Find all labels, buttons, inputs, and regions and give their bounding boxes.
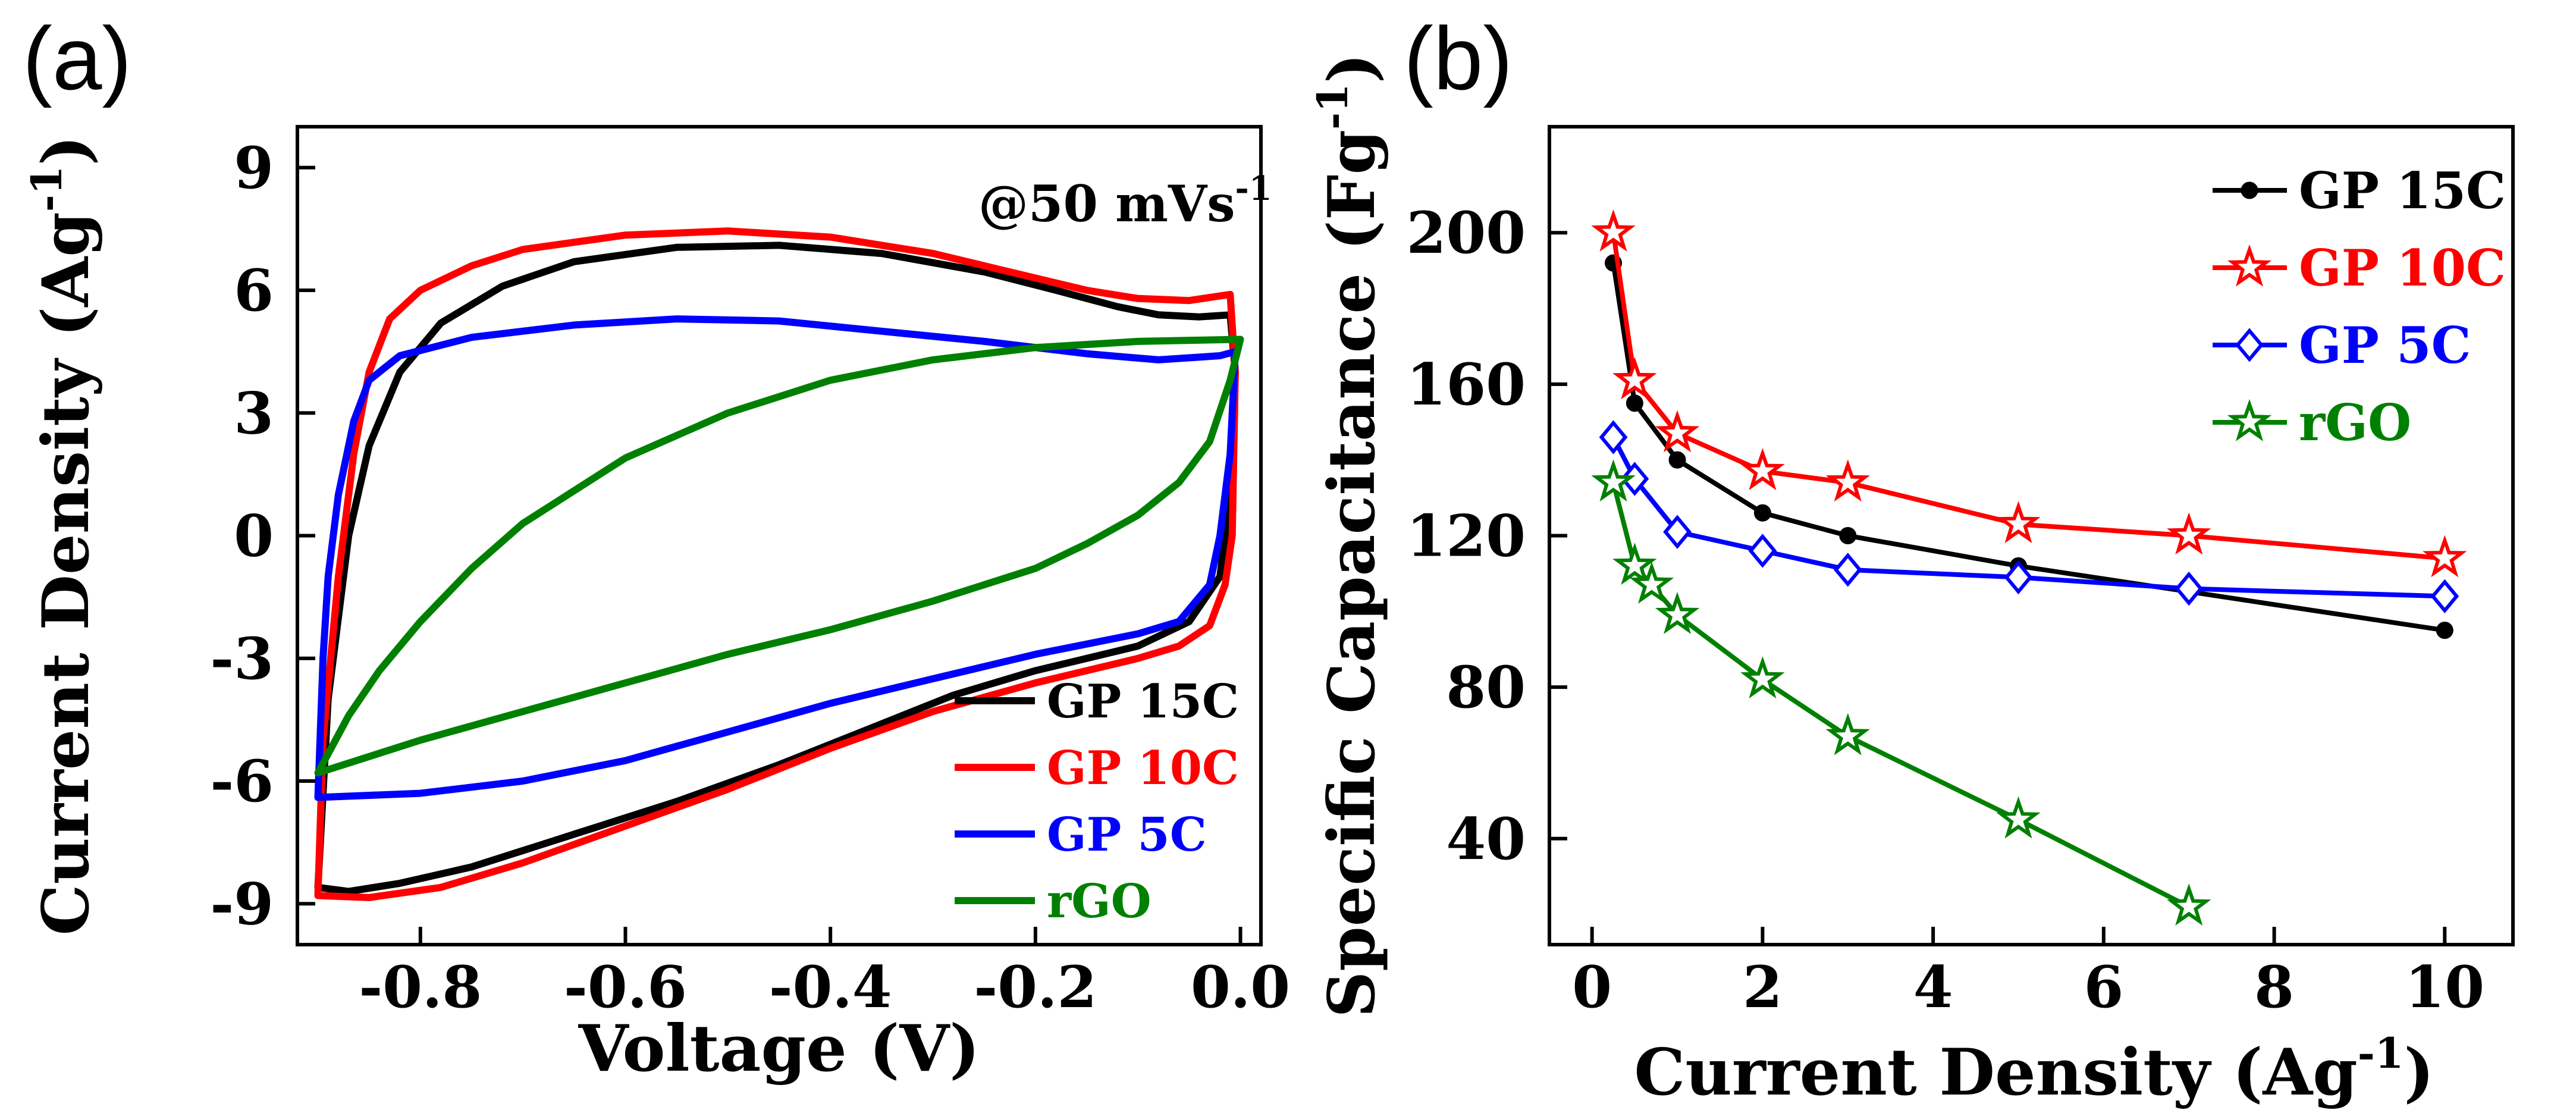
panel-b-capacitance-chart: (b) 0 2 4 6 8 10 40 80 120 160 200 Current Densit…: [1308, 8, 2515, 1110]
panel-b-x-tick-label: 0: [1572, 954, 1612, 1021]
panel-b-point-gp-10c: [1612, 357, 1657, 400]
panel-b-x-tick-label: 6: [2084, 954, 2123, 1021]
panel-a-series-rgo: [314, 335, 1244, 777]
panel-b-point-rgo: [1740, 656, 1785, 699]
panel-b-point-gp-15c: [2436, 622, 2453, 639]
panel-b-legend-label-gp-5c: GP 5C: [2299, 316, 2471, 375]
panel-a-y-ticks: 9 6 3 0 -3 -6 -9: [210, 134, 315, 937]
panel-a-y-tick-label: 0: [234, 503, 274, 570]
panel-b-series-rgo: [1591, 459, 2211, 926]
panel-b-x-ticks: 0 2 4 6 8 10: [1572, 927, 2484, 1021]
panel-b-point-gp-10c: [2167, 512, 2211, 555]
panel-b-label: (b): [1404, 8, 1513, 108]
panel-b-point-rgo: [1996, 796, 2041, 839]
panel-a-y-tick-label: -6: [210, 748, 274, 815]
panel-a-plot-area: [314, 227, 1244, 901]
panel-b-legend: GP 15C GP 10C GP 5C rGO: [2213, 161, 2506, 452]
panel-a-legend: GP 15C GP 10C GP 5C rGO: [955, 675, 1239, 929]
panel-b-point-gp-10c: [1825, 459, 1870, 502]
panel-b-point-gp-10c: [1655, 410, 1700, 453]
panel-b-y-tick-label: 160: [1407, 351, 1526, 418]
panel-b-point-rgo: [1629, 562, 1674, 604]
panel-b-series-gp-5c: [1599, 420, 2459, 614]
panel-b-x-tick-label: 2: [1743, 954, 1783, 1021]
panel-a-x-tick-label: -0.2: [974, 954, 1097, 1021]
panel-b-point-gp-15c: [1753, 504, 1771, 522]
panel-b-point-gp-15c: [1839, 527, 1857, 544]
panel-a-legend-label-gp-10c: GP 10C: [1047, 741, 1239, 795]
panel-a-scan-rate-annotation: @50 mVs-1: [978, 169, 1272, 233]
panel-b-line-gp-5c: [1611, 436, 2445, 599]
panel-b-y-tick-label: 80: [1446, 654, 1526, 721]
panel-b-point-gp-5c: [1620, 462, 1649, 496]
panel-b-y-tick-label: 120: [1407, 503, 1526, 570]
panel-b-legend-label-rgo: rGO: [2299, 393, 2411, 452]
panel-b-legend-marker-rgo: [2227, 399, 2272, 441]
panel-b-legend-label-gp-10c: GP 10C: [2299, 239, 2506, 297]
panel-a-y-tick-label: -9: [210, 870, 274, 937]
panel-b-x-tick-label: 4: [1913, 954, 1953, 1021]
panel-a-legend-label-gp-5c: GP 5C: [1047, 808, 1207, 862]
panel-b-legend-marker-gp-15c: [2241, 181, 2258, 199]
panel-b-point-gp-5c: [1833, 553, 1862, 587]
panel-b-point-gp-5c: [2430, 579, 2459, 614]
panel-b-x-tick-label: 8: [2254, 954, 2294, 1021]
panel-a-y-tick-label: -3: [210, 625, 274, 692]
panel-a-y-axis-label-group: Current Density (Ag-1): [22, 135, 103, 935]
panel-a-x-ticks: -0.8 -0.6 -0.4 -0.2 0.0: [359, 927, 1290, 1021]
panel-b-y-tick-label: 40: [1446, 805, 1526, 873]
panel-b-point-gp-15c: [1626, 394, 1643, 412]
panel-b-point-gp-5c: [2004, 560, 2033, 595]
panel-b-point-gp-10c: [2423, 535, 2467, 578]
panel-b-point-rgo: [1655, 592, 1700, 634]
panel-b-point-gp-5c: [2175, 571, 2204, 606]
panel-b-point-gp-10c: [1740, 448, 1785, 491]
panel-a-y-tick-label: 6: [234, 257, 274, 324]
panel-a-series-gp-10c: [314, 227, 1239, 901]
panel-b-point-rgo: [2167, 883, 2211, 926]
panel-a-x-axis-label: Voltage (V): [578, 1011, 980, 1086]
panel-b-legend-marker-gp-5c: [2235, 328, 2264, 362]
panel-b-point-gp-5c: [1599, 420, 1628, 454]
panel-b-point-rgo: [1591, 459, 1636, 502]
panel-a-y-tick-label: 9: [234, 134, 274, 202]
panel-b-y-tick-label: 200: [1407, 199, 1526, 266]
panel-a-y-tick-label: 3: [234, 380, 274, 447]
panel-a-x-tick-label: 0.0: [1191, 954, 1290, 1021]
panel-b-y-axis-label-group: Specific Capacitance (Fg-1): [1308, 53, 1389, 1018]
panel-a-label: (a): [23, 8, 131, 108]
panel-a-legend-label-gp-15c: GP 15C: [1047, 675, 1239, 729]
panel-b-point-gp-5c: [1663, 515, 1692, 549]
panel-b-point-gp-10c: [1591, 209, 1636, 252]
panel-a-legend-label-rgo: rGO: [1047, 874, 1151, 929]
panel-b-point-gp-5c: [1748, 534, 1777, 568]
panel-a-cv-chart: (a) -0.8 -0.6 -0.4 -0.2 0.0 9 6 3 0 -3 -6 -9 Volta…: [22, 8, 1290, 1086]
panel-b-point-rgo: [1825, 713, 1870, 755]
panel-b-x-tick-label: 10: [2405, 954, 2485, 1021]
panel-b-point-gp-10c: [1996, 501, 2041, 544]
panel-b-legend-marker-gp-10c: [2227, 244, 2272, 287]
panel-a-x-tick-label: -0.8: [359, 954, 482, 1021]
panel-b-y-axis-label: Specific Capacitance (Fg-1): [1308, 53, 1389, 1018]
panel-a-x-tick-label: -0.6: [564, 954, 687, 1021]
panel-b-x-axis-label: Current Density (Ag-1): [1634, 1029, 2434, 1110]
panel-b-point-gp-15c: [1668, 451, 1686, 469]
panel-a-series-gp-5c: [314, 315, 1239, 801]
panel-a-x-tick-label: -0.4: [769, 954, 892, 1021]
panel-b-y-ticks: 40 80 120 160 200: [1407, 199, 1567, 873]
panel-b-series-gp-10c: [1591, 209, 2467, 578]
panel-b-plot-area: [1591, 209, 2467, 926]
panel-b-legend-label-gp-15c: GP 15C: [2299, 161, 2506, 220]
panel-a-y-axis-label: Current Density (Ag-1): [22, 135, 103, 935]
panel-b-point-rgo: [1612, 543, 1657, 585]
